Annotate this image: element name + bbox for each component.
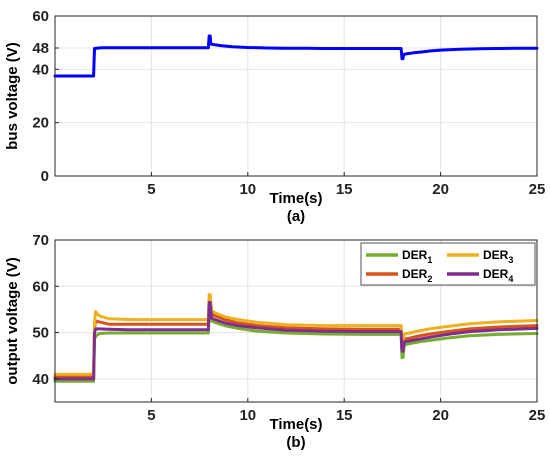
series-line-b-2 (53, 304, 539, 379)
legend-box (360, 242, 536, 286)
x-tick-label: 25 (529, 407, 546, 424)
y-axis-label-a: bus voltage (V) (4, 42, 21, 150)
y-tick-label: 50 (32, 325, 49, 342)
series-lines-b (53, 293, 539, 383)
y-tick-label: 0 (41, 168, 49, 185)
panel-label-b: (b) (286, 434, 305, 451)
legend-label-4: DER4 (483, 267, 513, 284)
x-tick-label: 15 (336, 181, 353, 198)
x-tick-label: 10 (239, 181, 256, 198)
series-line-a-1 (53, 34, 539, 78)
legend: DER1 DER3 DER2 DER4 (360, 242, 536, 286)
x-axis-label-a: Time(s) (269, 190, 322, 207)
x-tick-label: 20 (432, 181, 449, 198)
y-tick-label: 48 (32, 40, 49, 57)
y-axis-label-b: output voltage (V) (4, 257, 21, 385)
x-axis-label-b: Time(s) (269, 416, 322, 433)
panel-label-a: (a) (287, 208, 305, 225)
legend-label-3: DER3 (483, 248, 513, 265)
panel-b: 5 10 15 20 25 40 50 60 70 output voltage (V) Tim… (4, 232, 545, 451)
x-tick-label: 15 (336, 407, 353, 424)
plot-area-a (55, 16, 537, 176)
y-tick-label: 40 (32, 371, 49, 388)
x-tick-label: 25 (529, 181, 546, 198)
y-tick-label: 60 (32, 278, 49, 295)
y-tick-label: 60 (32, 8, 49, 25)
series-line-b-1 (53, 315, 539, 383)
series-line-b-4 (53, 301, 539, 381)
x-tick-label: 5 (147, 181, 155, 198)
x-tick-label: 10 (239, 407, 256, 424)
panel-a: 5 10 15 20 25 0 20 40 48 60 bus voltage (V) Time(… (4, 8, 545, 225)
x-tick-label: 20 (432, 407, 449, 424)
ticks-a: 5 10 15 20 25 0 20 40 48 60 (32, 8, 545, 198)
axes-box-a (54, 15, 538, 177)
y-tick-label: 20 (32, 115, 49, 132)
legend-items: DER1 DER3 DER2 DER4 (366, 248, 513, 284)
legend-label-1: DER1 (402, 248, 432, 265)
legend-label-2: DER2 (402, 267, 432, 284)
x-tick-label: 5 (147, 407, 155, 424)
ticks-b: 5 10 15 20 25 40 50 60 70 (32, 232, 545, 424)
axes-box-b (54, 239, 538, 403)
series-lines-a (53, 34, 539, 78)
y-tick-label: 40 (32, 61, 49, 78)
series-line-b-3 (53, 293, 539, 376)
y-tick-label: 70 (32, 232, 49, 249)
